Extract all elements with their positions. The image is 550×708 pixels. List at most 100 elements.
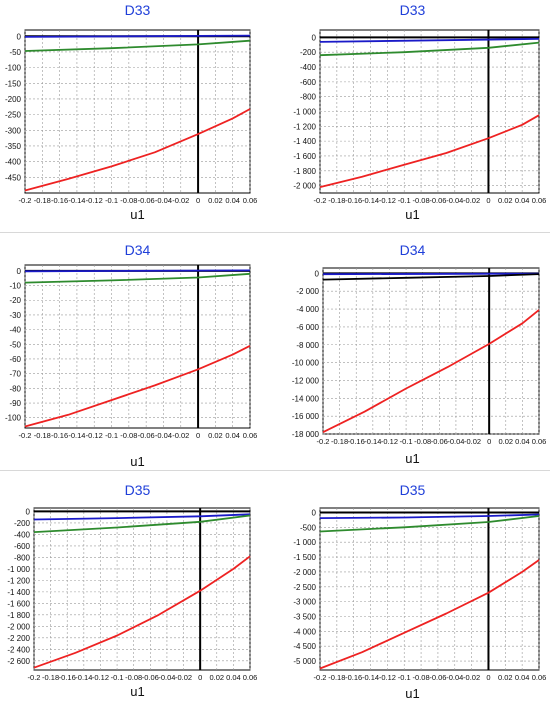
y-tick-label: -60 bbox=[9, 355, 21, 364]
y-tick-label: -16 000 bbox=[292, 412, 320, 421]
x-tick-label: -0.14 bbox=[68, 431, 85, 440]
y-tick-label: -2 400 bbox=[7, 645, 30, 654]
x-axis-label: u1 bbox=[405, 451, 420, 466]
y-tick-label: -3 500 bbox=[293, 612, 316, 621]
y-tick-label: -70 bbox=[9, 370, 21, 379]
x-tick-label: 0.02 bbox=[498, 196, 513, 205]
y-tick-label: 0 bbox=[17, 267, 22, 276]
y-tick-label: -350 bbox=[5, 142, 22, 151]
x-tick-label: -0.16 bbox=[51, 196, 68, 205]
y-tick-label: -2 500 bbox=[293, 583, 316, 592]
x-tick-label: -0.08 bbox=[120, 431, 137, 440]
x-tick-label: 0.06 bbox=[532, 437, 547, 446]
y-tick-label: -2 600 bbox=[7, 657, 30, 666]
x-tick-label: -0.1 bbox=[111, 673, 124, 682]
y-tick-label: -2 000 bbox=[296, 287, 319, 296]
series-line-green bbox=[24, 39, 251, 52]
y-tick-label: -1 200 bbox=[7, 576, 30, 585]
chart-panel-5: D35 -0.2 -0.18 -0.16 -0.14 -0.12 -0.1 -0.08 -0.… bbox=[0, 472, 275, 708]
x-tick-label: -0.16 bbox=[345, 673, 362, 682]
series-line-black bbox=[322, 273, 540, 281]
x-tick-label: -0.02 bbox=[463, 196, 480, 205]
x-tick-label: 0 bbox=[196, 431, 200, 440]
x-tick-label: 0.02 bbox=[208, 196, 223, 205]
x-tick-label: -0.04 bbox=[446, 673, 463, 682]
y-tick-label: -4 000 bbox=[296, 305, 319, 314]
chart-plot-3: -0.2 -0.18 -0.16 -0.14 -0.12 -0.1 -0.08 -0.06 -0… bbox=[5, 264, 257, 440]
x-tick-label: -0.12 bbox=[86, 431, 103, 440]
x-tick-label: 0.04 bbox=[515, 437, 530, 446]
x-tick-label: -0.16 bbox=[345, 196, 362, 205]
chart-panel-4: D34 -0.2 -0.18 -0.16 -0.14 -0.12 -0.1 -0.08 -0.… bbox=[275, 235, 550, 470]
x-tick-label: 0 bbox=[486, 673, 490, 682]
series-line-blue bbox=[24, 34, 251, 38]
y-tick-label: -2 000 bbox=[293, 182, 316, 191]
y-tick-label: -4 500 bbox=[293, 642, 316, 651]
x-tick-label: -0.12 bbox=[379, 673, 396, 682]
chart-panel-6: D35 -0.2 -0.18 -0.16 -0.14 -0.12 -0.1 -0.08 -0.… bbox=[275, 472, 550, 708]
y-tick-label: 0 bbox=[17, 32, 22, 41]
series-line-red bbox=[319, 559, 540, 670]
y-tick-label: -1 800 bbox=[293, 167, 316, 176]
y-tick-label: -200 bbox=[300, 48, 317, 57]
y-tick-label: -90 bbox=[9, 399, 21, 408]
y-tick-label: 0 bbox=[312, 508, 317, 517]
y-tick-label: -600 bbox=[14, 542, 31, 551]
x-tick-label: -0.12 bbox=[92, 673, 109, 682]
y-tick-label: -1 600 bbox=[293, 152, 316, 161]
chart-plot-4: -0.2 -0.18 -0.16 -0.14 -0.12 -0.1 -0.08 -0.06 -0… bbox=[292, 267, 547, 446]
x-tick-label: -0.08 bbox=[414, 437, 431, 446]
series-line-green bbox=[319, 41, 540, 57]
y-tick-label: -250 bbox=[5, 111, 22, 120]
x-tick-label: -0.18 bbox=[34, 196, 51, 205]
x-tick-label: -0.08 bbox=[120, 196, 137, 205]
y-tick-label: -40 bbox=[9, 326, 21, 335]
x-tick-label: 0.04 bbox=[225, 196, 240, 205]
x-tick-label: -0.04 bbox=[155, 431, 172, 440]
x-tick-label: -0.12 bbox=[379, 196, 396, 205]
chart-title: D35 bbox=[399, 482, 426, 498]
x-tick-label: 0.06 bbox=[243, 673, 258, 682]
x-tick-label: -0.18 bbox=[328, 673, 345, 682]
x-tick-label: 0.06 bbox=[243, 196, 258, 205]
x-tick-label: 0.02 bbox=[208, 431, 223, 440]
x-tick-label: -0.06 bbox=[142, 673, 159, 682]
x-tick-label: -0.1 bbox=[398, 196, 411, 205]
chart-title: D33 bbox=[124, 2, 151, 18]
series-line-red bbox=[319, 114, 540, 188]
y-tick-label: -80 bbox=[9, 384, 21, 393]
x-tick-label: -0.08 bbox=[125, 673, 142, 682]
y-tick-label: -1 500 bbox=[293, 553, 316, 562]
chart-panel-2: D33 -0.2 -0.18 -0.16 -0.14 -0.12 -0.1 -0.08 -0.… bbox=[275, 0, 550, 232]
y-tick-label: -8 000 bbox=[296, 341, 319, 350]
y-tick-label: -450 bbox=[5, 173, 22, 182]
panel-divider-1 bbox=[0, 232, 550, 233]
x-axis-label: u1 bbox=[405, 207, 420, 222]
x-tick-label: -0.2 bbox=[19, 431, 32, 440]
y-tick-label: -400 bbox=[5, 158, 22, 167]
y-tick-label: -50 bbox=[9, 48, 21, 57]
x-tick-label: -0.06 bbox=[431, 437, 448, 446]
x-tick-label: -0.08 bbox=[413, 673, 430, 682]
y-tick-label: -1 000 bbox=[293, 538, 316, 547]
y-tick-label: -800 bbox=[14, 553, 31, 562]
series-line-blue bbox=[322, 272, 540, 276]
x-tick-label: -0.02 bbox=[175, 673, 192, 682]
x-tick-label: -0.14 bbox=[362, 673, 379, 682]
y-tick-label: -5 000 bbox=[293, 657, 316, 666]
y-tick-label: -1 000 bbox=[293, 108, 316, 117]
y-tick-label: -2 200 bbox=[7, 634, 30, 643]
series-line-green bbox=[33, 514, 251, 533]
y-tick-label: -3 000 bbox=[293, 598, 316, 607]
x-tick-label: 0 bbox=[487, 437, 491, 446]
series-line-blue bbox=[24, 269, 251, 273]
chart-plot-2: -0.2 -0.18 -0.16 -0.14 -0.12 -0.1 -0.08 -0.06 -0… bbox=[293, 29, 546, 205]
chart-plot-6: -0.2 -0.18 -0.16 -0.14 -0.12 -0.1 -0.08 -0.06 -0… bbox=[293, 507, 546, 682]
y-tick-label: -18 000 bbox=[292, 430, 320, 439]
plot-area bbox=[322, 267, 540, 435]
y-tick-label: 0 bbox=[315, 269, 320, 278]
panel-divider-2 bbox=[0, 470, 550, 471]
x-tick-label: -0.16 bbox=[348, 437, 365, 446]
series-line-red bbox=[33, 555, 251, 669]
x-tick-label: -0.02 bbox=[463, 673, 480, 682]
